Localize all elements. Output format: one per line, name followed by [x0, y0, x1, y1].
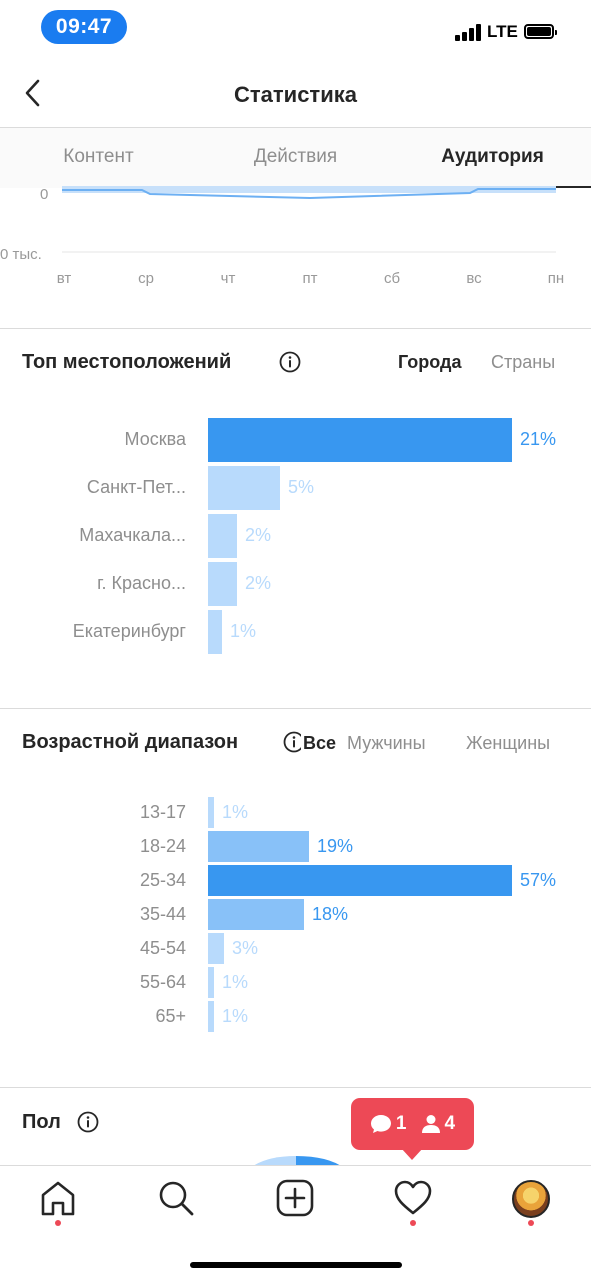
y-axis-label-1: 0 тыс. [0, 246, 42, 263]
section-divider [0, 1087, 591, 1088]
filter-women[interactable]: Женщины [466, 733, 551, 753]
age-value: 57% [520, 869, 557, 890]
age-bar [208, 1001, 214, 1032]
tab-audience[interactable]: Аудитория [441, 146, 544, 167]
age-value: 1% [222, 801, 249, 822]
heart-icon [394, 1180, 432, 1215]
nav-home-button[interactable] [38, 1178, 78, 1218]
age-title: Возрастной диапазон [22, 731, 239, 753]
info-icon [279, 351, 301, 373]
section-divider [0, 708, 591, 709]
age-label: 65+ [155, 1005, 186, 1026]
tab-content[interactable]: Контент [63, 146, 134, 167]
header-divider [0, 127, 591, 128]
notification-pointer [401, 1148, 423, 1160]
age-label: 35-44 [139, 903, 186, 924]
location-bar [208, 562, 237, 606]
location-value: 2% [245, 573, 272, 593]
nav-search-button[interactable] [156, 1178, 196, 1218]
age-bar [208, 797, 214, 828]
home-notification-dot [55, 1220, 61, 1226]
signal-icon [455, 24, 483, 41]
location-bar [208, 610, 222, 654]
nav-profile-avatar[interactable] [512, 1180, 550, 1218]
tab-actions[interactable]: Действия [253, 146, 338, 167]
location-bar [208, 514, 237, 558]
day-label: пт [302, 270, 318, 287]
search-icon [159, 1181, 194, 1216]
profile-notification-dot [528, 1220, 534, 1226]
activity-notification-dot [410, 1220, 416, 1226]
nav-divider [0, 1165, 591, 1166]
activity-chart [62, 186, 556, 253]
followers-count: 4 [444, 1113, 456, 1134]
filter-cities[interactable]: Города [398, 352, 462, 372]
add-icon [276, 1179, 314, 1217]
location-value: 21% [520, 429, 557, 449]
age-label: 18-24 [139, 835, 186, 856]
location-label: Москва [124, 429, 186, 449]
age-label: 25-34 [139, 869, 186, 890]
age-value: 19% [317, 835, 354, 856]
network-label: LTE [487, 22, 518, 41]
home-indicator [190, 1262, 402, 1268]
age-bar [208, 831, 309, 862]
day-label: сб [383, 270, 401, 287]
section-divider [0, 328, 591, 329]
day-label: ср [138, 270, 154, 287]
status-time: 09:47 [41, 10, 127, 44]
age-label: 13-17 [139, 801, 186, 822]
age-bar [208, 933, 224, 964]
age-bar [208, 865, 512, 896]
gender-title: Пол [22, 1111, 61, 1133]
day-label: пн [547, 270, 565, 287]
age-value: 3% [232, 937, 259, 958]
age-bar [208, 967, 214, 998]
location-label: Екатеринбург [72, 621, 186, 641]
filter-countries[interactable]: Страны [491, 352, 556, 372]
y-axis-label-0: 0 [40, 186, 49, 203]
age-label: 55-64 [139, 971, 186, 992]
location-label: Махачкала... [79, 525, 186, 545]
location-value: 1% [230, 621, 257, 641]
age-value: 18% [312, 903, 349, 924]
location-bar [208, 418, 512, 462]
age-label: 45-54 [139, 937, 186, 958]
info-icon [77, 1111, 99, 1133]
age-value: 1% [222, 1005, 249, 1026]
battery-icon [524, 24, 557, 39]
comment-bubble-icon [370, 1115, 391, 1133]
age-value: 1% [222, 971, 249, 992]
location-value: 2% [245, 525, 272, 545]
day-label: чт [220, 270, 236, 287]
nav-add-button[interactable] [275, 1178, 315, 1218]
gender-info-button[interactable] [77, 1111, 99, 1138]
tab-bar [0, 128, 591, 188]
filter-men[interactable]: Мужчины [347, 733, 426, 753]
filter-all[interactable]: Все [301, 733, 337, 754]
back-button[interactable] [18, 76, 50, 110]
locations-info-button[interactable] [279, 351, 301, 378]
person-icon [421, 1115, 440, 1133]
location-label: Санкт-Пет... [86, 477, 186, 497]
page-title: Статистика [234, 82, 357, 107]
location-value: 5% [288, 477, 315, 497]
home-icon [41, 1181, 75, 1216]
location-label: г. Красно... [97, 573, 186, 593]
comments-count: 1 [395, 1113, 407, 1134]
activity-notification[interactable]: 1 4 [351, 1098, 474, 1150]
day-label: вс [466, 270, 482, 287]
bottom-navigation [0, 1166, 591, 1280]
nav-activity-button[interactable] [393, 1178, 433, 1218]
locations-title: Топ местоположений [22, 351, 232, 373]
day-label: вт [56, 270, 72, 287]
location-bar [208, 466, 280, 510]
chevron-left-icon [25, 79, 40, 107]
age-bar [208, 899, 304, 930]
